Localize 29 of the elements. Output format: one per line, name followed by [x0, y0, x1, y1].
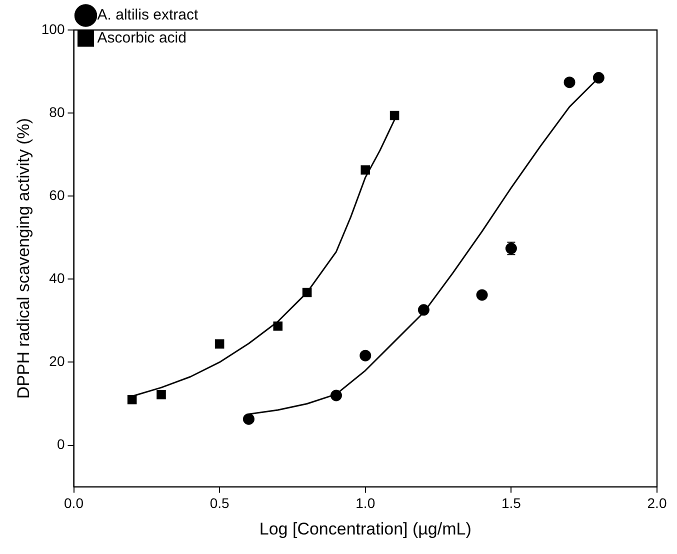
point [360, 350, 372, 362]
legend-label: Ascorbic acid [97, 30, 186, 47]
point [592, 72, 604, 84]
y-tick-label: 80 [49, 104, 65, 120]
point [330, 390, 342, 402]
point [360, 165, 370, 175]
x-tick-label: 2.0 [647, 495, 667, 512]
point [127, 394, 137, 404]
point [214, 339, 224, 349]
point [418, 304, 430, 316]
x-tick-label: 0.0 [64, 495, 84, 512]
legend-label: A. altilis extract [97, 6, 199, 24]
x-axis-title: Log [Concentration] (µg/mL) [259, 519, 472, 538]
point [564, 76, 576, 88]
x-tick-label: 0.5 [210, 495, 230, 512]
y-tick-label: 60 [49, 186, 65, 203]
point [302, 288, 312, 298]
point [273, 321, 283, 331]
point [476, 289, 488, 301]
y-tick-label: 0 [56, 436, 65, 452]
x-tick-label: 1.0 [356, 495, 376, 512]
y-tick-label: 20 [49, 353, 65, 370]
x-tick-label: 1.5 [501, 495, 522, 512]
point [156, 390, 166, 400]
y-tick-label: 40 [49, 270, 65, 286]
y-tick-label: 100 [41, 20, 65, 37]
point [242, 413, 254, 425]
y-axis-title: DPPH radical scavenging activity (%) [14, 118, 33, 399]
point [390, 110, 400, 120]
